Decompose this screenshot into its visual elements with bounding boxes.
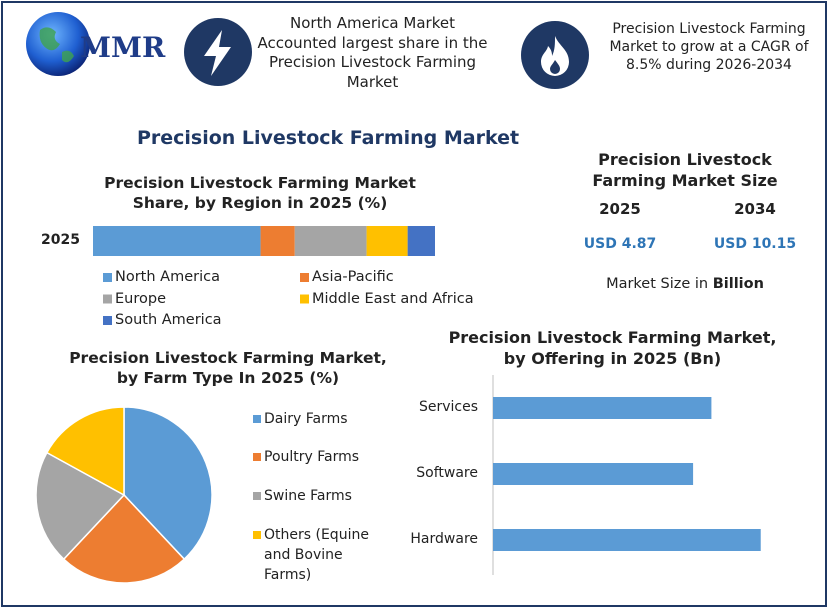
legend-label: Poultry Farms: [264, 449, 360, 465]
fact-text: Precision Livestock Farming Market to gr…: [609, 21, 809, 74]
note-text: Market Size in: [606, 276, 709, 292]
size-value: USD 4.87: [583, 236, 657, 252]
bar-segment: [93, 226, 261, 256]
y-tick-label: 2025: [41, 232, 80, 248]
legend-label: South America: [115, 312, 222, 328]
bar-segment: [366, 226, 408, 256]
main-title: Precision Livestock Farming Market: [136, 127, 520, 149]
fact-text: North America Market Accounted largest s…: [257, 14, 488, 91]
legend-swatch: [253, 531, 261, 539]
flame-icon: [541, 36, 569, 76]
note-bold: Billion: [712, 276, 764, 292]
legend-label: Swine Farms: [264, 488, 352, 504]
size-note: Market Size in Billion: [570, 275, 800, 294]
legend-swatch: [253, 415, 261, 423]
chart-title: Precision Livestock Farming Market Share…: [104, 174, 416, 213]
legend-label: Middle East and Africa: [312, 290, 474, 307]
legend-label: Others (Equine and Bovine Farms): [264, 527, 369, 583]
bar-segment: [260, 226, 295, 256]
bar: [493, 397, 712, 419]
legend-swatch: [253, 492, 261, 500]
legend-swatch: [103, 273, 112, 282]
legend-swatch: [103, 294, 112, 304]
category-label: Services: [418, 399, 478, 415]
pie-slice: [123, 406, 213, 561]
bar: [493, 463, 694, 485]
size-value: USD 10.15: [713, 236, 797, 252]
legend-swatch: [103, 316, 112, 325]
chart-title: Precision Livestock Farming Market, by O…: [448, 328, 777, 368]
bar: [493, 529, 761, 551]
category-label: Hardware: [410, 531, 478, 547]
pie-slice: [35, 451, 126, 561]
legend-label: Europe: [115, 290, 166, 307]
market-size-title: Precision Livestock Farming Market Size: [592, 150, 778, 190]
bar-segment: [294, 226, 367, 256]
legend-label: Asia-Pacific: [312, 269, 394, 285]
year-label: 2025: [599, 200, 641, 218]
logo-land: [39, 27, 74, 63]
legend-label: North America: [115, 269, 220, 285]
lightning-icon: [204, 30, 231, 76]
year-label: 2034: [734, 200, 776, 218]
legend-swatch: [300, 273, 309, 282]
bar-segment: [407, 226, 435, 256]
pie-slice: [62, 493, 186, 584]
chart-title: Precision Livestock Farming Market, by F…: [69, 349, 387, 388]
legend-swatch: [253, 453, 261, 461]
legend-label: Dairy Farms: [264, 411, 348, 427]
pie-slice: [45, 406, 125, 497]
category-label: Software: [416, 465, 478, 481]
legend-swatch: [300, 294, 309, 304]
logo-text: MMR: [80, 31, 166, 64]
